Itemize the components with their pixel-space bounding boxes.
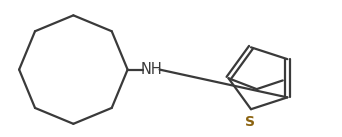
Text: NH: NH	[141, 62, 162, 77]
Text: S: S	[245, 115, 255, 129]
